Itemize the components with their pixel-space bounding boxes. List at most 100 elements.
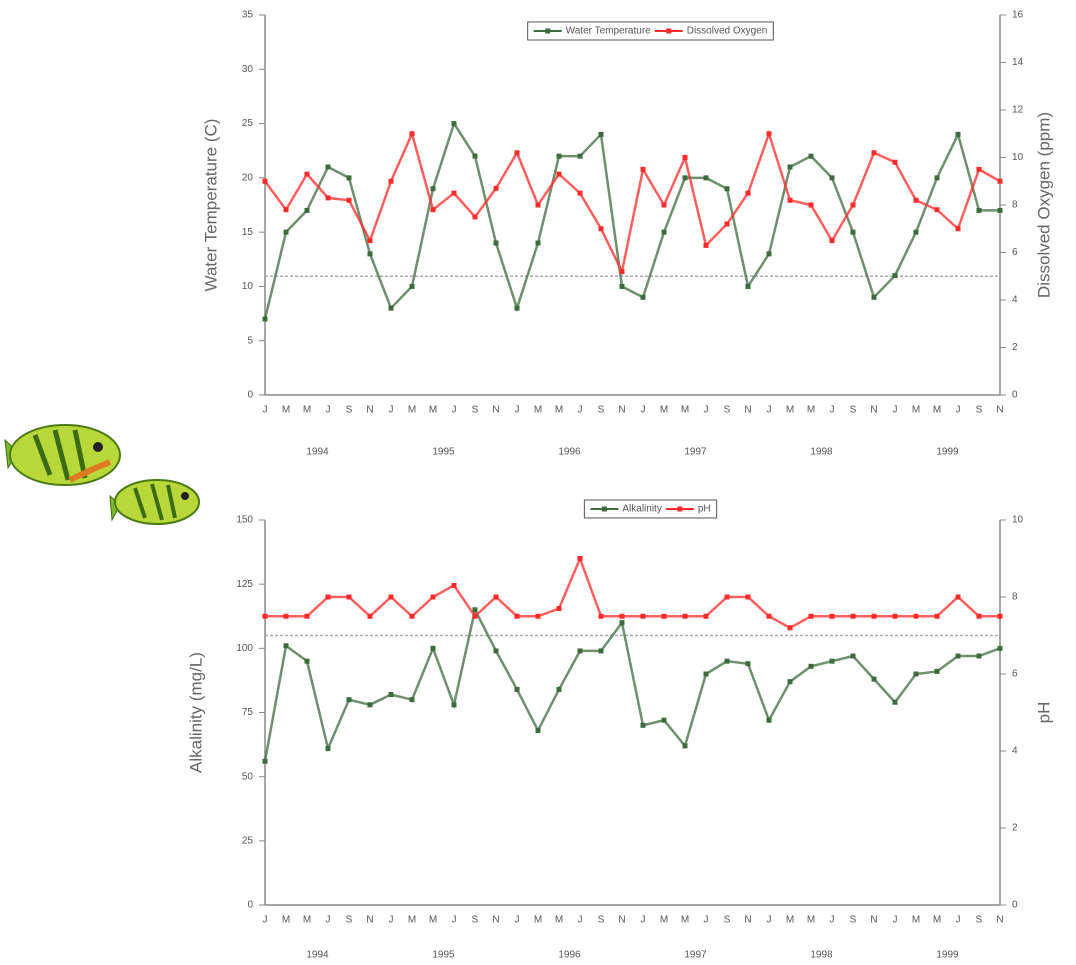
x-tick-label: M [681,915,689,926]
point [325,195,331,201]
point [871,294,877,300]
legend-marker [545,28,551,34]
x-tick-label: N [366,915,373,926]
x-tick-label: M [660,405,668,416]
point [430,594,436,600]
point [430,207,436,213]
point [598,226,604,232]
x-tick-label: J [578,915,583,926]
point [871,150,877,156]
y2-tick-label: 0 [1012,390,1018,401]
point [808,202,814,208]
x-tick-label: S [976,915,983,926]
point [997,645,1003,651]
x-tick-label: J [893,405,898,416]
x-tick-label: J [641,405,646,416]
point [640,722,646,728]
year-label: 1999 [936,447,959,458]
x-tick-label: M [912,405,920,416]
y-tick-label: 20 [242,172,254,183]
fish-icon [4,424,121,486]
year-label: 1998 [810,447,833,458]
point [304,171,310,177]
x-tick-label: J [767,405,772,416]
x-tick-label: J [893,915,898,926]
point [409,613,415,619]
point [787,164,793,170]
point [871,676,877,682]
point [451,582,457,588]
point [808,613,814,619]
x-tick-label: S [850,405,857,416]
point [661,229,667,235]
point [430,645,436,651]
point [367,251,373,257]
y2-tick-label: 10 [1012,515,1024,526]
point [829,175,835,181]
x-tick-label: M [933,915,941,926]
series-line [263,129,1001,276]
point [976,613,982,619]
point [955,226,961,232]
x-tick-label: M [429,405,437,416]
y-tick-label: 35 [242,10,254,21]
point [409,697,415,703]
point [808,153,814,159]
legend-marker [601,506,607,512]
y2-tick-label: 2 [1012,342,1018,353]
y-tick-label: 0 [247,900,253,911]
point [535,202,541,208]
point [745,283,751,289]
series-line [265,555,1000,630]
x-tick-label: J [452,915,457,926]
point [346,697,352,703]
point [619,620,625,626]
point [598,131,604,137]
point [703,242,709,248]
point [913,613,919,619]
x-tick-label: S [472,915,479,926]
point [892,613,898,619]
x-tick-label: S [346,405,353,416]
point [745,190,751,196]
point [661,717,667,723]
x-tick-label: M [534,405,542,416]
point [577,556,583,561]
point [451,190,457,196]
legend-box [583,499,718,519]
point [493,594,499,600]
point [472,214,478,220]
point [955,594,961,600]
point [388,594,394,600]
point [829,613,835,619]
year-label: 1999 [936,950,959,961]
x-tick-label: J [263,405,268,416]
point [703,175,709,181]
y-tick-label: 30 [242,64,254,75]
x-tick-label: S [976,405,983,416]
point [850,229,856,235]
point [745,594,751,600]
point [808,663,814,669]
legend-box [527,21,774,41]
x-tick-label: M [681,405,689,416]
y2-axis-label: pH [1034,702,1053,724]
point [409,283,415,289]
point [514,686,520,692]
point [535,240,541,246]
point [304,613,310,619]
x-tick-label: S [598,915,605,926]
x-tick-label: M [786,915,794,926]
x-tick-label: M [303,915,311,926]
y2-tick-label: 0 [1012,900,1018,911]
x-tick-label: J [956,405,961,416]
point [619,613,625,619]
y-tick-label: 75 [242,707,254,718]
point [388,178,394,184]
fish-icon [109,479,200,525]
point [976,166,982,172]
x-tick-label: M [807,405,815,416]
point [997,178,1003,184]
point [556,153,562,159]
